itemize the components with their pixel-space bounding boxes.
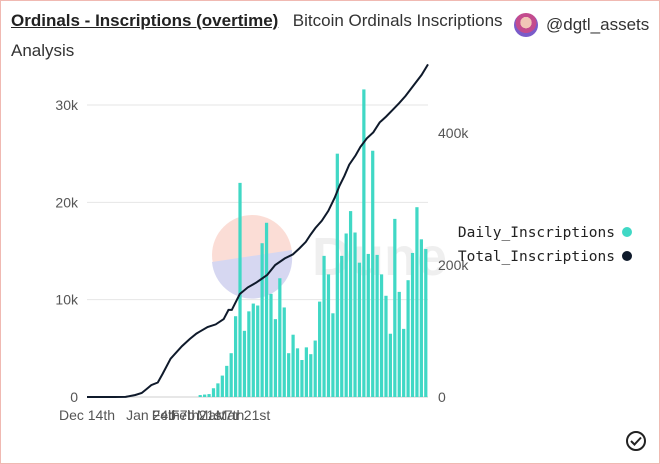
legend-label: Total_Inscriptions bbox=[458, 249, 615, 265]
bar-daily-inscriptions bbox=[256, 305, 260, 397]
bar-daily-inscriptions bbox=[410, 252, 415, 397]
legend-swatch bbox=[622, 227, 632, 237]
bar-daily-inscriptions bbox=[309, 354, 313, 397]
bar-daily-inscriptions bbox=[203, 394, 207, 397]
y-left-tick-label: 20k bbox=[55, 194, 79, 210]
bar-daily-inscriptions bbox=[402, 328, 406, 397]
y-axis-left: 0 10k 20k 30k bbox=[55, 97, 79, 405]
legend: Daily_Inscriptions Total_Inscriptions bbox=[458, 225, 632, 265]
bar-daily-inscriptions bbox=[287, 353, 291, 397]
bar-daily-inscriptions bbox=[198, 395, 202, 397]
chart-subtitle: Bitcoin Ordinals Inscriptions bbox=[292, 11, 503, 30]
avatar bbox=[514, 13, 538, 37]
bar-daily-inscriptions bbox=[264, 222, 269, 397]
x-tick-label: Jan 24th bbox=[126, 407, 180, 423]
bar-daily-inscriptions bbox=[216, 383, 220, 397]
bar-daily-inscriptions bbox=[366, 253, 370, 397]
bar-daily-inscriptions bbox=[233, 316, 238, 397]
bar-daily-inscriptions bbox=[357, 262, 362, 397]
bar-daily-inscriptions bbox=[260, 243, 264, 397]
y-right-tick-label: 200k bbox=[438, 257, 469, 273]
bar-daily-inscriptions bbox=[371, 150, 375, 397]
bar-daily-inscriptions bbox=[282, 307, 286, 397]
author-name: @dgtl_assets bbox=[546, 15, 650, 34]
bar-daily-inscriptions bbox=[322, 255, 326, 397]
bar-daily-inscriptions bbox=[344, 233, 348, 397]
header: Ordinals - Inscriptions (overtime) Bitco… bbox=[11, 11, 651, 31]
bar-daily-inscriptions bbox=[247, 311, 251, 397]
y-right-tick-label: 0 bbox=[438, 389, 446, 405]
bar-daily-inscriptions bbox=[225, 365, 229, 397]
bar-daily-inscriptions bbox=[291, 334, 295, 397]
x-tick-label: Mar 7th bbox=[197, 407, 244, 423]
bar-daily-inscriptions bbox=[388, 333, 393, 397]
bar-daily-inscriptions bbox=[415, 207, 419, 397]
bar-daily-inscriptions bbox=[220, 375, 224, 397]
author-link[interactable]: @dgtl_assets bbox=[514, 13, 649, 37]
verified-check-icon[interactable] bbox=[626, 431, 646, 451]
bar-daily-inscriptions bbox=[211, 388, 216, 397]
bar-daily-inscriptions bbox=[251, 303, 255, 397]
x-tick-label: Mar 21st bbox=[216, 407, 271, 423]
bar-daily-inscriptions bbox=[397, 291, 401, 397]
bar-daily-inscriptions bbox=[229, 353, 233, 397]
watermark-logo-icon bbox=[212, 215, 292, 295]
bar-daily-inscriptions bbox=[304, 347, 308, 397]
bar-daily-inscriptions bbox=[207, 394, 211, 397]
bar-daily-inscriptions bbox=[393, 218, 397, 397]
total-line bbox=[87, 63, 429, 398]
bar-daily-inscriptions bbox=[326, 274, 331, 397]
bar-daily-inscriptions bbox=[348, 211, 353, 397]
bar-daily-inscriptions bbox=[300, 360, 304, 397]
x-tick-label: Feb 21st bbox=[171, 407, 226, 423]
bar-daily-inscriptions bbox=[335, 153, 339, 397]
bar-daily-inscriptions bbox=[313, 340, 317, 397]
x-tick-label: Feb 7th bbox=[152, 407, 199, 423]
legend-label: Daily_Inscriptions bbox=[458, 225, 615, 241]
x-tick-label: Dec 14th bbox=[59, 407, 115, 423]
bar-series bbox=[198, 89, 428, 397]
subtitle-continued: Analysis bbox=[11, 41, 75, 60]
bar-daily-inscriptions bbox=[269, 293, 273, 397]
chart-title-link[interactable]: Ordinals - Inscriptions (overtime) bbox=[11, 11, 279, 30]
legend-swatch bbox=[622, 251, 632, 261]
bar-daily-inscriptions bbox=[295, 348, 300, 397]
y-left-tick-label: 0 bbox=[70, 389, 78, 405]
bar-daily-inscriptions bbox=[278, 278, 282, 397]
y-left-tick-label: 30k bbox=[55, 97, 79, 113]
bar-daily-inscriptions bbox=[331, 313, 335, 397]
y-right-tick-label: 400k bbox=[438, 125, 469, 141]
bar-daily-inscriptions bbox=[362, 89, 366, 397]
bar-daily-inscriptions bbox=[384, 295, 388, 397]
bar-daily-inscriptions bbox=[419, 239, 423, 397]
bar-daily-inscriptions bbox=[340, 255, 344, 397]
bar-daily-inscriptions bbox=[353, 232, 357, 397]
y-axis-right: 0 200k 400k bbox=[438, 125, 469, 405]
bar-daily-inscriptions bbox=[375, 254, 379, 397]
bar-daily-inscriptions bbox=[318, 301, 322, 397]
bar-daily-inscriptions bbox=[379, 274, 384, 397]
bar-daily-inscriptions bbox=[242, 330, 247, 397]
bar-daily-inscriptions bbox=[424, 249, 428, 397]
watermark-logo-shade bbox=[212, 250, 293, 299]
y-left-tick-label: 10k bbox=[55, 292, 79, 308]
bar-daily-inscriptions bbox=[238, 182, 242, 397]
bar-daily-inscriptions bbox=[273, 319, 278, 397]
bar-daily-inscriptions bbox=[406, 280, 410, 397]
